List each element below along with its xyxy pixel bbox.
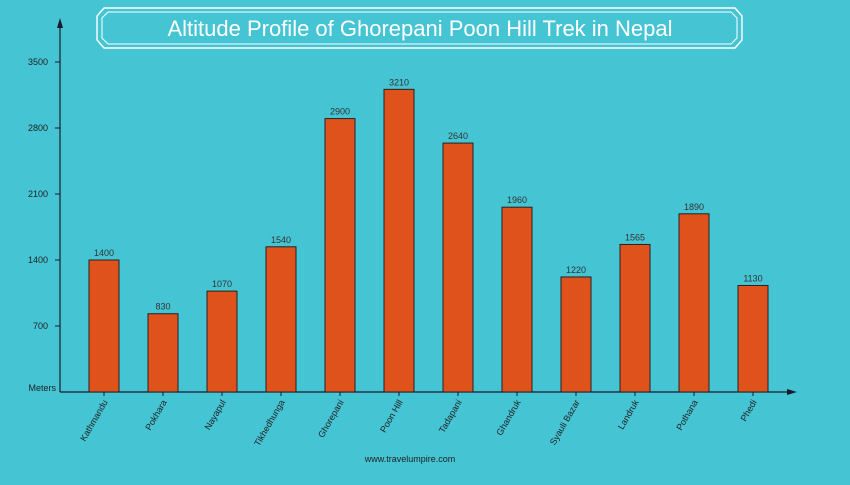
axes: Meters (28, 18, 797, 395)
y-ticks: 700 1400 2100 2800 3500 (28, 57, 60, 331)
bar-value-label: 1540 (271, 235, 291, 245)
bar-value-label: 2640 (448, 131, 468, 141)
bar (501, 206, 533, 393)
x-tick-label: Syauli Bazar (548, 398, 582, 447)
x-tick-label: Tadapani (437, 398, 464, 435)
bar (678, 213, 710, 393)
y-axis-arrow (57, 18, 63, 28)
bar-value-label: 830 (155, 302, 170, 312)
bar-value-label: 3210 (389, 77, 409, 87)
x-tick-label: Ghandruk (494, 398, 523, 438)
bar (619, 243, 651, 393)
title-frame-outer (96, 7, 743, 49)
x-tick-label: Pokhara (143, 398, 168, 432)
bar (206, 290, 238, 393)
y-tick-label: 2800 (28, 123, 48, 133)
y-tick-label: 3500 (28, 57, 48, 67)
chart-title: Altitude Profile of Ghorepani Poon Hill … (167, 16, 672, 41)
y-tick-label: 700 (33, 321, 48, 331)
category-labels: Kathmandu Pokhara Nayapul Tikhedhunga Ghorep… (78, 392, 759, 448)
x-tick-label: Landruk (616, 398, 641, 432)
bar-value-label: 1565 (625, 232, 645, 242)
bar (265, 246, 297, 393)
source-footer: www.travelumpire.com (364, 454, 456, 464)
bar (147, 313, 179, 393)
y-tick-label: 2100 (28, 189, 48, 199)
bar-value-label: 2900 (330, 107, 350, 117)
bar (383, 88, 415, 393)
bar (442, 142, 474, 393)
x-tick-label: Pothana (674, 398, 699, 432)
title-frame-inner (101, 11, 738, 45)
bar-value-label: 1890 (684, 202, 704, 212)
bars (88, 88, 769, 393)
y-axis-label: Meters (28, 383, 56, 393)
bar (324, 118, 356, 393)
x-tick-label: Nayapul (203, 398, 228, 432)
y-tick-label: 1400 (28, 255, 48, 265)
bar-value-label: 1220 (566, 265, 586, 275)
bar-value-label: 1400 (94, 248, 114, 258)
x-axis-arrow (787, 389, 797, 395)
x-tick-label: Kathmandu (78, 398, 110, 443)
x-tick-label: Tikhedhunga (252, 398, 287, 448)
value-labels: 1400 830 1070 1540 2900 3210 2640 1960 1220 1565 1… (94, 77, 763, 311)
x-tick-label: Phedi (739, 398, 759, 423)
bar (88, 259, 120, 393)
x-tick-label: Poon Hill (378, 398, 405, 434)
bar (560, 276, 592, 393)
bar-value-label: 1130 (743, 273, 762, 283)
bar-value-label: 1960 (507, 195, 527, 205)
x-tick-label: Ghorepani (316, 398, 346, 439)
bar (737, 284, 769, 393)
bar-value-label: 1070 (212, 279, 232, 289)
title-banner: Altitude Profile of Ghorepani Poon Hill … (96, 7, 743, 49)
